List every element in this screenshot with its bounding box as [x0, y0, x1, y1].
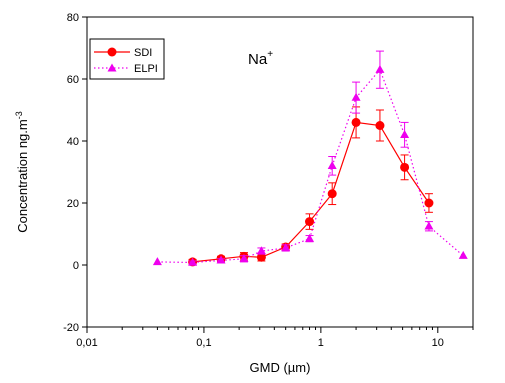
x-tick-label-0: 0,01: [76, 337, 97, 349]
legend-elpi-label: ELPI: [134, 63, 158, 75]
data-point-elpi-3: [239, 254, 249, 262]
data-point-elpi-12: [458, 250, 468, 259]
axis-ticks: -20 0 20 40 60 80 0,01 0,1 1 10: [63, 12, 474, 349]
y-tick-label-0: -20: [63, 322, 79, 334]
x-tick-label-2: 1: [318, 337, 324, 349]
series-sdi: [188, 106, 434, 267]
series-layer: [152, 50, 468, 267]
series-elpi: [152, 50, 468, 266]
y-axis-label-text: Concentration ng.m: [15, 119, 30, 232]
chart-annotation: Na+: [248, 49, 273, 68]
legend-elpi-marker: [107, 63, 117, 72]
data-point-elpi-9: [375, 64, 385, 73]
data-point-sdi-9: [400, 162, 410, 172]
data-point-elpi-7: [327, 161, 337, 169]
legend-sdi-label: SDI: [134, 47, 152, 59]
x-tick-label-1: 0,1: [196, 337, 211, 349]
legend-box: [89, 38, 165, 80]
plot-area: [86, 16, 474, 328]
y-axis-label: Concentration ng.m-3: [14, 111, 30, 232]
x-tick-label-3: 10: [432, 337, 444, 349]
data-point-elpi-11: [424, 221, 434, 230]
data-point-elpi-4: [256, 246, 266, 255]
legend: SDI ELPI: [89, 38, 165, 80]
x-axis-label: GMD (µm): [250, 360, 311, 375]
annotation-text: Na: [248, 51, 268, 68]
legend-sdi-marker: [107, 47, 117, 57]
data-point-elpi-8: [351, 92, 361, 101]
data-point-sdi-7: [351, 117, 361, 127]
data-point-elpi-1: [188, 257, 198, 266]
y-tick-label-4: 60: [67, 74, 79, 86]
data-point-sdi-3: [256, 252, 266, 262]
series-line-elpi: [157, 68, 464, 264]
y-tick-label-2: 20: [67, 198, 79, 210]
annotation-superscript: +: [267, 49, 273, 60]
data-point-sdi-8: [375, 121, 385, 130]
data-point-elpi-2: [216, 255, 226, 264]
data-point-sdi-6: [327, 189, 337, 199]
data-point-sdi-10: [424, 198, 434, 208]
y-tick-label-5: 80: [67, 12, 79, 24]
y-tick-label-1: 0: [73, 260, 79, 272]
data-point-elpi-6: [305, 233, 315, 242]
data-point-elpi-5: [281, 243, 291, 252]
data-point-elpi-10: [400, 130, 410, 138]
data-point-elpi-0: [152, 257, 162, 266]
data-point-sdi-5: [305, 217, 315, 227]
y-tick-label-3: 40: [67, 136, 79, 148]
y-axis-label-superscript: -3: [14, 111, 24, 119]
